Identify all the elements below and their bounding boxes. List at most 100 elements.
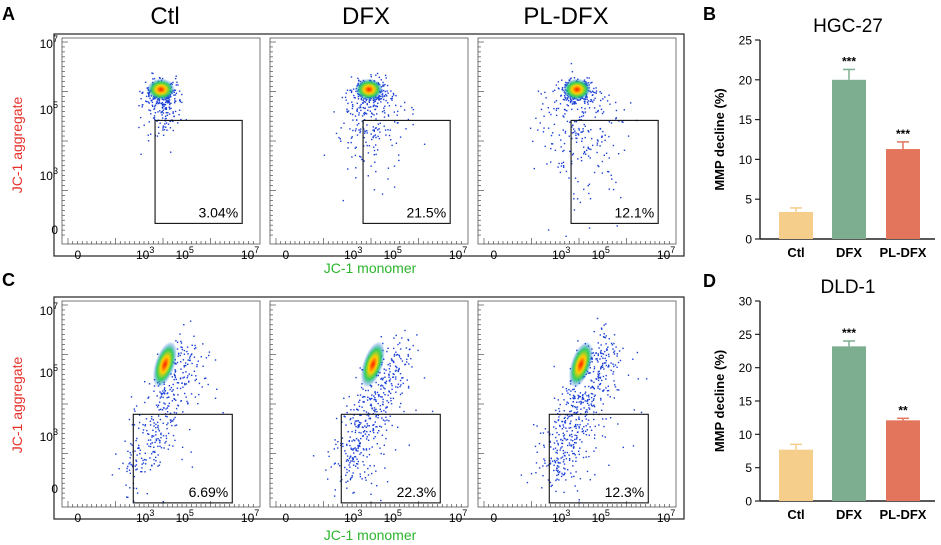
event-dot [181,348,184,351]
event-dot [593,330,595,333]
event-dot [174,102,176,104]
event-dot [381,417,383,419]
event-dot [564,113,566,115]
event-dot [574,390,576,393]
chart-title: HGC-27 [813,16,883,37]
event-dot [375,136,377,139]
event-dot [594,116,596,118]
event-dot [338,136,340,139]
event-dot [579,396,581,398]
event-dot [343,122,345,124]
event-dot [153,117,156,119]
event-dot [617,423,619,425]
event-dot [565,388,568,390]
event-dot [358,442,361,445]
event-dot [366,130,368,132]
event-dot [587,155,590,157]
event-dot [354,422,356,424]
event-dot [570,472,572,474]
event-dot [570,404,573,407]
event-dot [584,391,587,393]
y-tick-label: 10 [739,428,753,442]
x-tick-label: 107 [241,245,259,262]
event-dot [601,135,603,137]
event-dot [354,115,357,117]
event-dot [189,428,191,431]
event-dot [587,372,590,374]
event-dot [359,475,362,478]
event-dot [353,409,355,411]
event-dot [350,455,352,457]
event-dot [382,96,384,98]
event-dot [578,401,580,403]
event-dot [387,114,390,116]
event-dot [367,175,369,177]
event-dot [135,459,137,461]
density-core [147,78,175,101]
event-dot [554,101,556,103]
event-dot [627,374,630,376]
event-dot [599,105,601,107]
event-dot [403,410,405,413]
event-dot [198,393,200,396]
event-dot [156,135,159,137]
event-dot [172,81,174,84]
event-dot [337,447,339,449]
event-dot [140,116,142,119]
event-dot [587,419,590,421]
event-dot [364,130,366,132]
category-label: PL-DFX [880,245,927,260]
event-dot [359,399,361,401]
event-dot [145,100,147,102]
event-dot [156,100,158,103]
event-dot [165,108,167,110]
event-dot [586,402,589,405]
event-dot [580,160,583,162]
event-dot [147,101,150,103]
event-dot [399,406,401,408]
chart-title: DLD-1 [821,277,876,298]
event-dot [602,390,604,392]
event-dot [618,350,621,352]
event-dot [165,408,167,410]
event-dot [198,382,201,385]
event-dot [597,379,600,382]
event-dot [389,365,391,367]
event-dot [354,447,356,449]
event-dot [174,98,176,100]
event-dot [543,127,545,129]
event-dot [572,452,574,455]
event-dot [370,386,372,388]
event-dot [546,163,548,165]
event-dot [138,105,140,107]
event-dot [406,379,408,381]
event-dot [547,127,550,129]
event-dot [566,97,569,99]
event-dot [564,451,566,454]
event-dot [589,372,591,374]
event-dot [356,109,358,112]
event-dot [609,396,611,398]
event-dot [190,451,192,453]
event-dot [150,443,152,445]
event-dot [562,424,564,426]
event-dot [352,88,355,90]
event-dot [599,388,601,390]
event-dot [380,98,383,100]
event-dot [597,387,599,389]
event-dot [570,444,573,446]
event-dot [193,356,196,358]
event-dot [177,122,179,124]
event-dot [604,139,606,142]
event-dot [580,403,582,405]
event-dot [602,375,605,378]
event-dot [562,439,564,442]
event-dot [175,424,178,426]
event-dot [366,124,368,126]
event-dot [536,425,538,427]
event-dot [564,468,566,470]
event-dot [355,146,357,148]
event-dot [399,393,402,396]
event-dot [573,77,576,79]
event-dot [143,124,145,126]
